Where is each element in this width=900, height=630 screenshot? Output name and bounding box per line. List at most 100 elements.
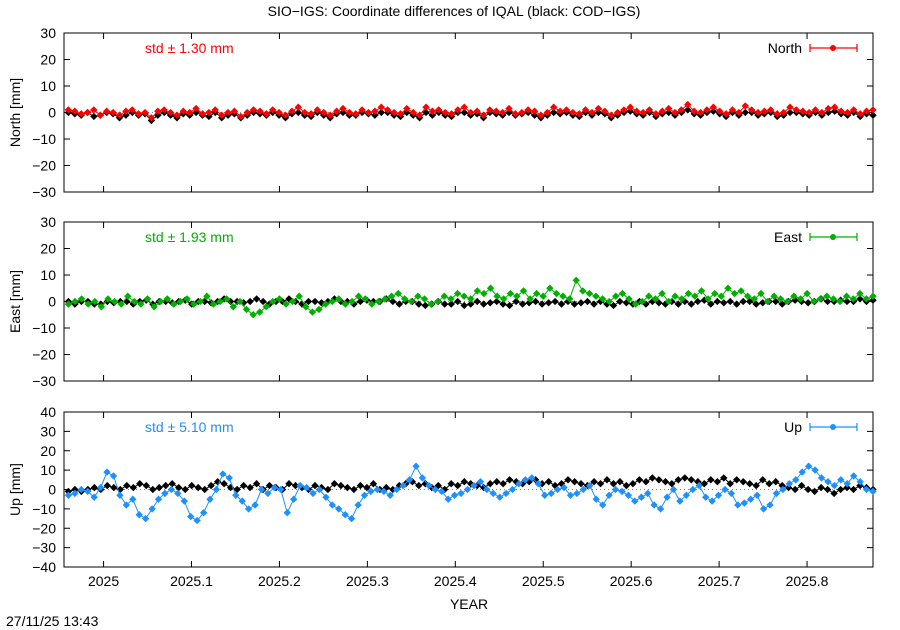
data-point	[337, 481, 345, 490]
legend: East	[774, 229, 858, 245]
data-point	[347, 514, 356, 523]
data-point	[579, 485, 587, 494]
data-point	[678, 295, 686, 303]
y-tick-label: 30	[40, 423, 56, 439]
data-point	[476, 478, 485, 486]
data-point	[148, 505, 156, 513]
data-point	[637, 493, 646, 501]
data-point	[783, 297, 791, 306]
data-point	[304, 297, 313, 306]
data-point	[275, 295, 284, 303]
data-point	[90, 112, 98, 121]
data-point	[181, 485, 189, 494]
data-point	[343, 483, 352, 492]
y-tick-label: −20	[32, 520, 56, 536]
series-line-up	[68, 465, 874, 522]
data-point	[544, 299, 553, 307]
data-point	[665, 108, 673, 117]
data-point	[809, 297, 818, 306]
data-point	[324, 485, 332, 494]
data-point	[441, 300, 449, 308]
data-point	[326, 111, 334, 119]
data-point	[356, 481, 365, 490]
data-point	[656, 505, 665, 513]
data-point	[550, 108, 558, 117]
data-point	[257, 485, 266, 494]
data-point	[389, 297, 397, 306]
data-point	[311, 481, 319, 490]
data-point	[467, 295, 475, 303]
data-point	[531, 297, 540, 306]
data-point	[246, 297, 254, 306]
data-point	[281, 111, 290, 119]
data-point	[71, 489, 79, 498]
data-point	[367, 487, 375, 496]
data-point	[766, 501, 774, 509]
data-point	[735, 108, 743, 117]
data-point	[544, 478, 553, 486]
data-point	[283, 509, 291, 517]
data-point	[427, 300, 435, 308]
data-point	[616, 478, 624, 486]
data-point	[714, 491, 723, 499]
data-point	[546, 284, 554, 292]
data-point	[592, 495, 600, 503]
y-axis-label: Up [mm]	[7, 463, 23, 516]
x-tick-label: 2025.4	[434, 573, 477, 589]
data-point	[154, 107, 162, 115]
y-tick-label: 0	[48, 482, 56, 498]
data-point	[358, 106, 366, 114]
data-point	[188, 481, 196, 490]
data-point	[441, 108, 449, 117]
data-point	[792, 476, 800, 484]
data-point	[335, 505, 343, 513]
data-point	[414, 292, 422, 300]
data-point	[505, 301, 514, 310]
data-point	[493, 292, 501, 300]
data-point	[824, 104, 832, 113]
data-point	[223, 295, 231, 303]
data-point	[77, 295, 86, 303]
data-point	[205, 112, 213, 121]
data-point	[631, 300, 640, 308]
data-point	[212, 485, 221, 494]
data-point	[837, 476, 845, 484]
data-point	[560, 483, 568, 492]
data-point	[192, 104, 200, 113]
data-point	[671, 292, 679, 300]
data-point	[611, 485, 620, 494]
data-point	[264, 489, 272, 498]
data-point	[862, 485, 871, 494]
data-point	[440, 292, 448, 300]
y-tick-label: −20	[32, 158, 56, 174]
data-point	[810, 487, 819, 496]
data-point	[315, 485, 324, 494]
data-point	[674, 476, 682, 484]
data-point	[383, 106, 392, 114]
data-point	[579, 287, 587, 295]
data-point	[817, 483, 825, 492]
data-point	[796, 295, 805, 303]
data-point	[190, 300, 198, 308]
data-point	[335, 295, 343, 303]
data-point	[648, 474, 657, 482]
data-point	[339, 104, 347, 113]
data-point	[361, 295, 369, 303]
data-point	[141, 514, 150, 523]
data-point	[341, 511, 349, 519]
data-point	[856, 478, 864, 486]
data-point	[71, 107, 79, 115]
data-point	[831, 103, 839, 111]
data-point	[515, 480, 523, 488]
data-point	[583, 297, 592, 306]
data-point	[721, 485, 729, 494]
data-point	[225, 474, 233, 482]
data-point	[377, 103, 385, 111]
data-point	[282, 300, 290, 308]
data-point	[869, 292, 877, 300]
data-point	[609, 301, 618, 310]
data-point	[249, 311, 257, 319]
y-tick-label: −30	[32, 184, 56, 200]
data-point	[577, 299, 585, 307]
legend: North	[768, 40, 858, 56]
